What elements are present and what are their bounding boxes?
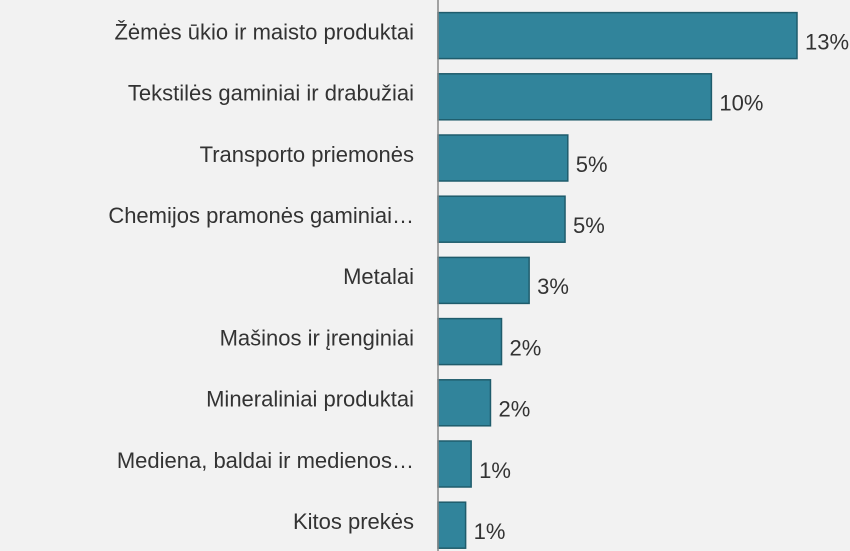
- value-label: 3%: [537, 274, 569, 299]
- category-label: Žėmės ūkio ir maisto produktai: [114, 19, 414, 44]
- bar: [437, 195, 566, 243]
- value-label: 10%: [719, 91, 763, 116]
- bar: [437, 73, 713, 121]
- category-label: Mineraliniai produktai: [206, 387, 414, 412]
- category-label: Kitos prekės: [293, 509, 414, 534]
- bar: [437, 501, 467, 549]
- value-label: 1%: [479, 458, 511, 483]
- value-label: 2%: [510, 335, 542, 360]
- value-label: 1%: [474, 519, 506, 544]
- category-label: Chemijos pramonės gaminiai…: [108, 203, 414, 228]
- bar: [437, 379, 492, 427]
- category-label: Mašinos ir įrenginiai: [220, 325, 414, 350]
- bar: [437, 317, 503, 366]
- value-label: 5%: [573, 213, 605, 238]
- value-label: 5%: [576, 152, 608, 177]
- category-label: Tekstilės gaminiai ir drabužiai: [128, 81, 414, 106]
- bar: [437, 256, 530, 305]
- category-label: Metalai: [343, 264, 414, 289]
- bar: [437, 440, 472, 488]
- bar: [437, 134, 569, 182]
- category-label: Transporto priemonės: [200, 142, 414, 167]
- value-label: 2%: [498, 397, 530, 422]
- category-label: Mediena, baldai ir medienos…: [117, 448, 414, 473]
- bar: [437, 11, 798, 60]
- value-label: 13%: [805, 29, 849, 54]
